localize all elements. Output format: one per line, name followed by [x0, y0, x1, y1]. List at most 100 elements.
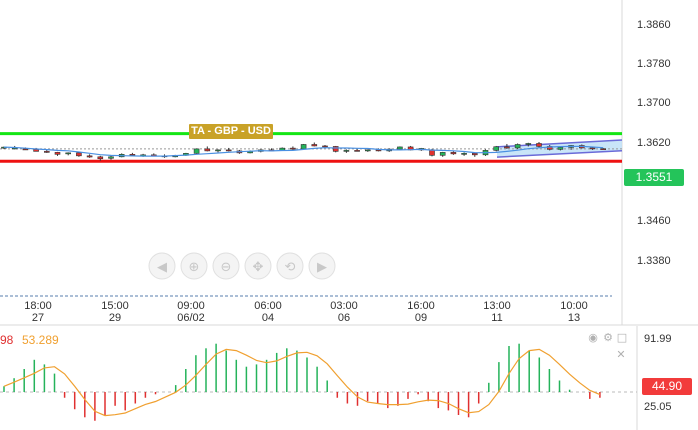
price-axis-label: 1.3460: [637, 215, 671, 227]
candle[interactable]: [504, 143, 510, 149]
candle-body: [439, 152, 446, 156]
time-axis-label: 03:00 06: [330, 300, 358, 324]
candle[interactable]: [332, 145, 339, 153]
toolbar-button-bg: [308, 252, 336, 280]
zoom-out-button[interactable]: ⊖: [212, 252, 240, 280]
candle[interactable]: [108, 155, 114, 160]
candle[interactable]: [300, 143, 307, 150]
candle[interactable]: [439, 151, 446, 157]
reset-icon: ⟲: [285, 260, 296, 275]
time-axis-label: 16:00 09: [407, 300, 435, 324]
time-axis-label: 06:00 04: [254, 300, 282, 324]
channel-lower-line[interactable]: [496, 150, 623, 158]
chevron-right-button[interactable]: ▶: [308, 252, 336, 280]
zoom-out-icon: ⊖: [221, 260, 232, 275]
toolbar-button-bg: [212, 252, 240, 280]
candle[interactable]: [204, 146, 211, 152]
candle-body: [343, 150, 350, 152]
indicator-axis-top: 91.99: [644, 333, 672, 345]
candle-body: [600, 148, 607, 151]
toolbar-button-bg: [276, 252, 304, 280]
maximize-icon[interactable]: □: [617, 331, 627, 344]
eye-icon[interactable]: ◉: [588, 331, 598, 344]
candle[interactable]: [311, 142, 318, 147]
candle[interactable]: [97, 155, 104, 161]
time-axis-label: 18:00 27: [24, 300, 52, 324]
candle-body: [504, 146, 510, 149]
candle[interactable]: [225, 147, 232, 152]
zoom-in-button[interactable]: ⊕: [180, 252, 208, 280]
candle-body: [332, 146, 339, 152]
indicator-value-a: 98: [0, 333, 14, 347]
chart-title: TA - GBP - USD: [189, 124, 273, 139]
time-axis-label: 10:00 13: [560, 300, 588, 324]
candle-body: [354, 150, 360, 152]
candle-body: [215, 149, 221, 152]
toolbar-button-bg: [148, 252, 176, 280]
chevron-right-icon: ▶: [317, 260, 327, 275]
candle[interactable]: [397, 146, 403, 150]
candle-body: [193, 148, 200, 154]
candle[interactable]: [354, 148, 360, 152]
candle[interactable]: [600, 148, 607, 151]
toolbar-button-bg: [244, 252, 272, 280]
time-axis-label: 09:00 06/02: [177, 300, 205, 324]
move-icon: ✥: [253, 260, 264, 275]
candle[interactable]: [43, 149, 50, 153]
candle-body: [461, 153, 467, 155]
time-axis-label: 13:00 11: [483, 300, 511, 324]
indicator-axis-bottom: 25.05: [644, 401, 672, 413]
candle[interactable]: [54, 151, 61, 156]
price-axis-label: 1.3780: [637, 58, 671, 70]
move-button[interactable]: ✥: [244, 252, 272, 280]
candle[interactable]: [450, 151, 457, 155]
candle-body: [525, 143, 532, 145]
candle-body: [397, 146, 403, 150]
candle[interactable]: [86, 154, 93, 158]
candle-body: [364, 149, 371, 152]
candle[interactable]: [65, 152, 71, 156]
candle-body: [557, 147, 564, 150]
chevron-left-button[interactable]: ◀: [148, 252, 176, 280]
candle-body: [76, 152, 82, 157]
price-axis-label: 1.3860: [637, 19, 671, 31]
candle-body: [514, 144, 521, 149]
candle-body: [108, 156, 114, 159]
candle[interactable]: [493, 145, 500, 152]
candle-body: [86, 155, 93, 158]
candle[interactable]: [514, 143, 521, 149]
candle-body: [43, 151, 50, 153]
candle-body: [129, 154, 136, 156]
reset-button[interactable]: ⟲: [276, 252, 304, 280]
candle-body: [22, 148, 29, 151]
candle-body: [493, 146, 500, 151]
price-axis-label: 1.3380: [637, 255, 671, 267]
candle[interactable]: [536, 142, 542, 148]
candle[interactable]: [193, 148, 200, 154]
candle[interactable]: [461, 152, 467, 156]
moving-average-line: [3, 145, 604, 157]
candle[interactable]: [364, 149, 371, 152]
candle-body: [54, 152, 61, 155]
price-axis-label: 1.3700: [637, 97, 671, 109]
candle-body: [589, 147, 596, 150]
gear-icon[interactable]: ⚙: [603, 331, 613, 344]
oscillator-line: [3, 348, 601, 417]
zoom-in-icon: ⊕: [189, 260, 200, 275]
candle-body: [33, 149, 39, 152]
close-icon[interactable]: ✕: [616, 348, 625, 361]
candle-body: [65, 152, 71, 155]
candle[interactable]: [215, 149, 221, 153]
candle[interactable]: [290, 146, 296, 150]
candle-body: [311, 144, 318, 147]
candle[interactable]: [471, 152, 478, 157]
chevron-left-icon: ◀: [157, 260, 167, 275]
candle-body: [300, 144, 307, 150]
time-axis-label: 15:00 29: [101, 300, 129, 324]
candle[interactable]: [343, 149, 350, 153]
candle-body: [471, 153, 478, 156]
candle[interactable]: [525, 142, 532, 147]
candle[interactable]: [76, 151, 82, 157]
current-price-badge: 1.3551: [624, 169, 684, 186]
